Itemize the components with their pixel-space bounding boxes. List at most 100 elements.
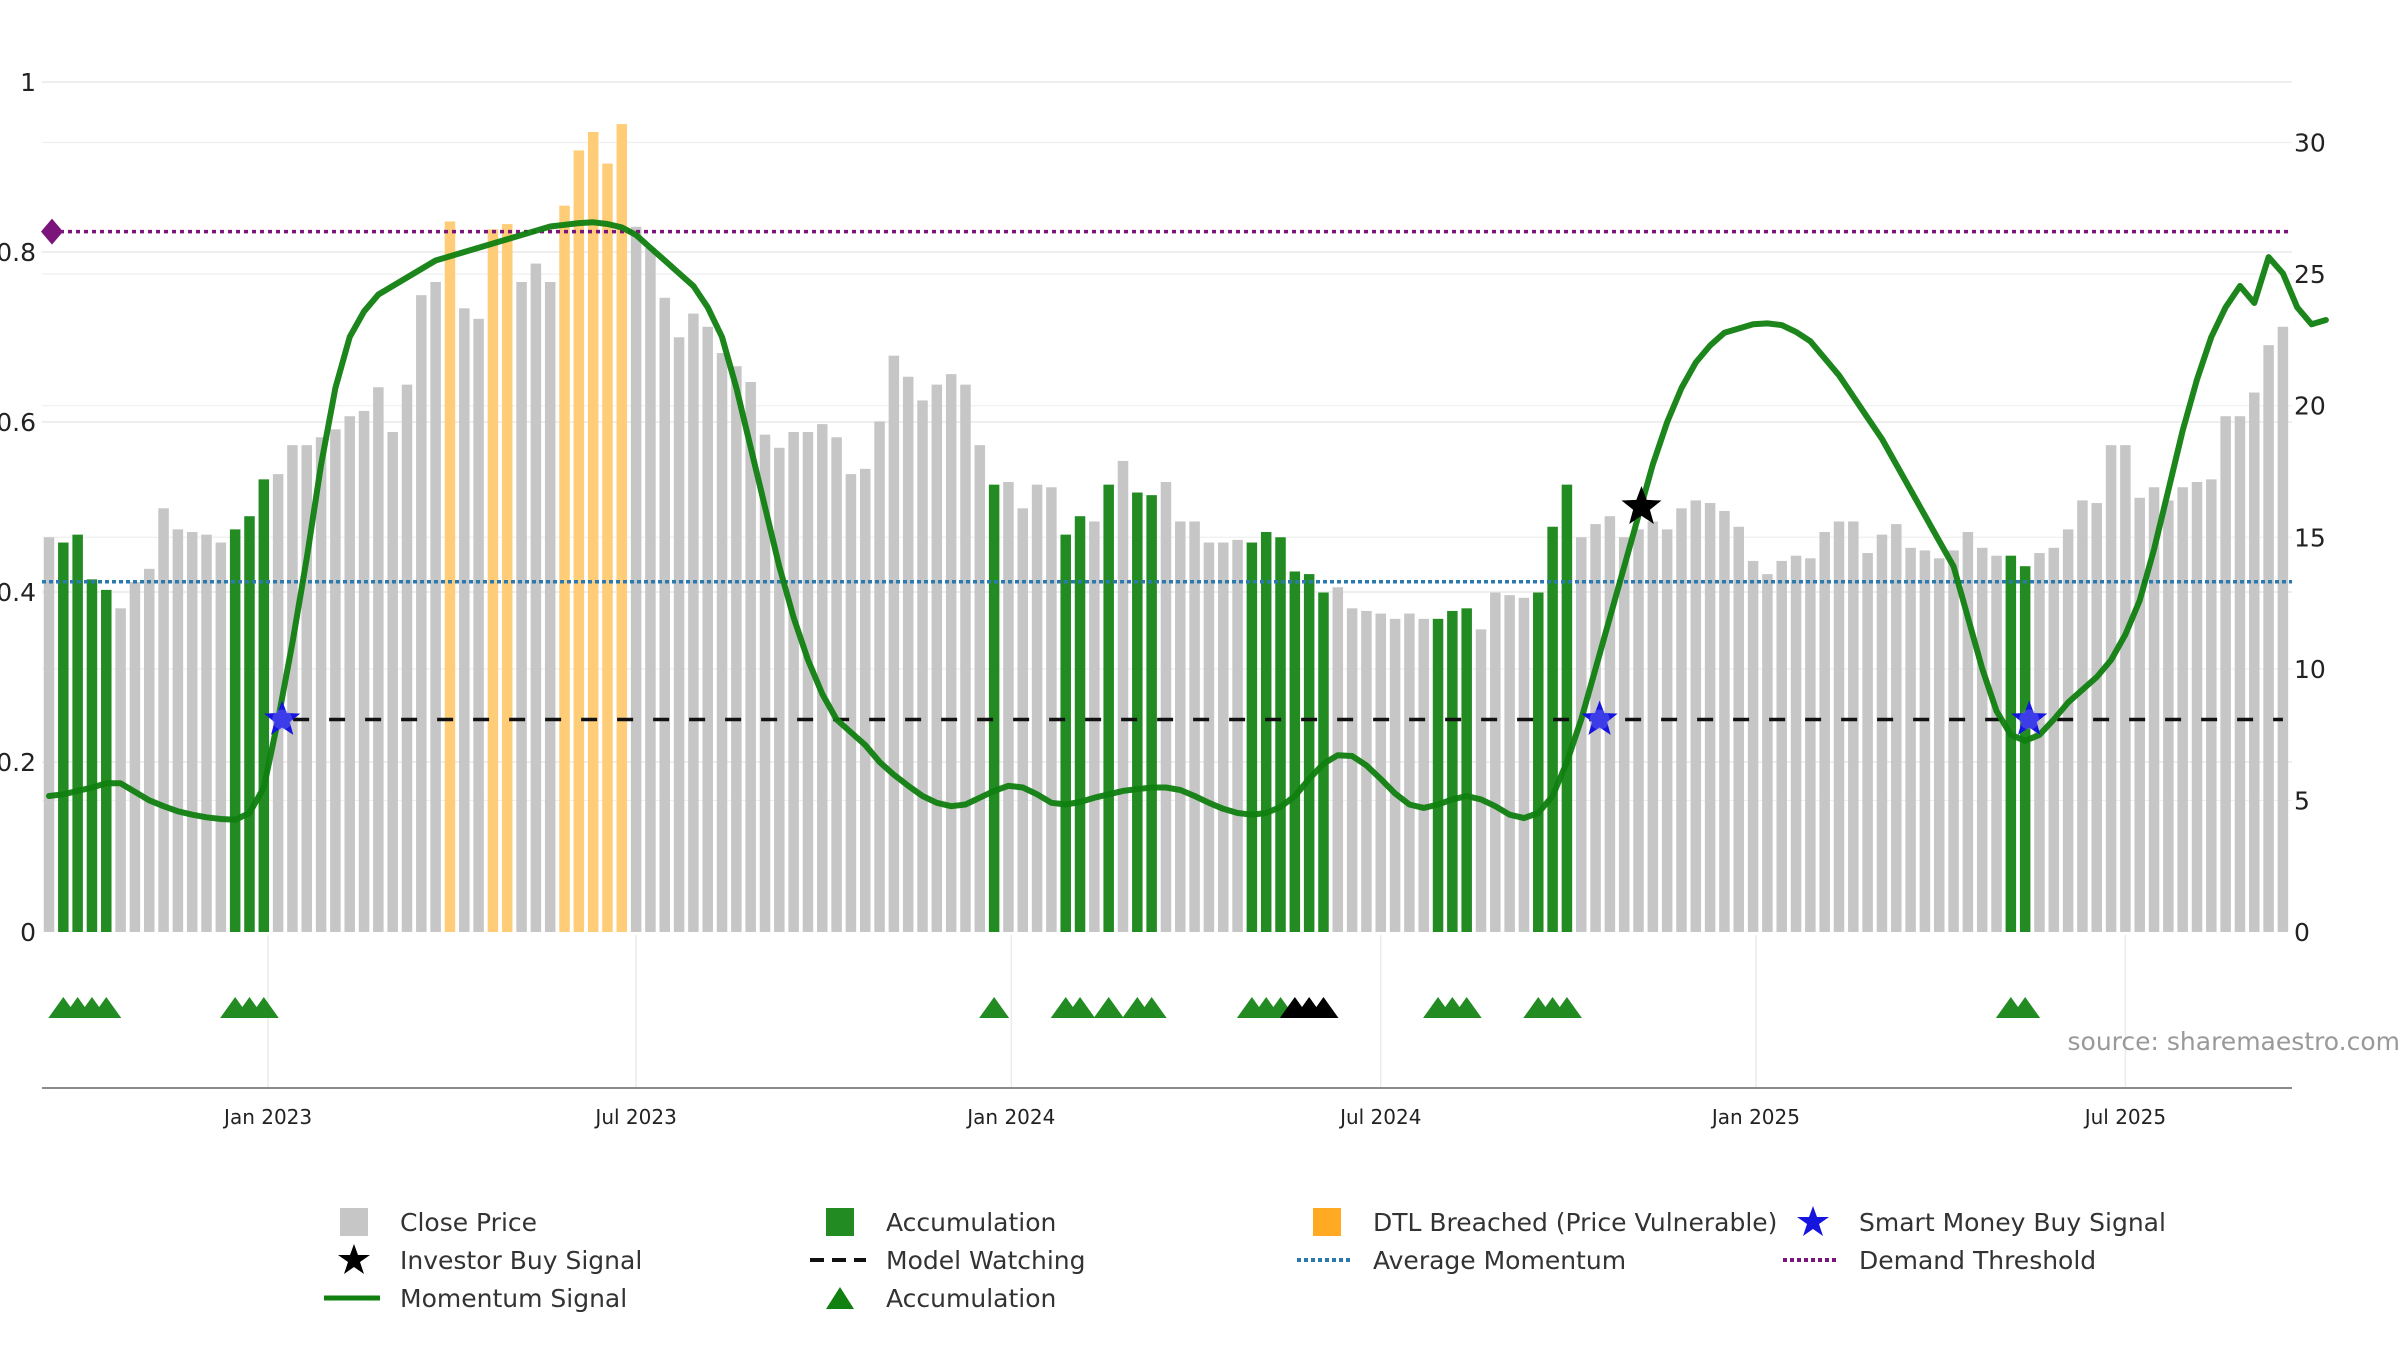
close-price-bar [144, 569, 155, 932]
close-price-bar [2192, 482, 2203, 932]
legend-label: Accumulation [886, 1284, 1056, 1313]
accumulation-bar [2020, 566, 2031, 932]
legend-average-momentum: Average Momentum [1295, 1243, 1626, 1277]
close-price-bar [860, 469, 871, 932]
legend-model-watching: Model Watching [808, 1243, 1086, 1277]
close-price-bar [1977, 548, 1988, 932]
close-price-bar [960, 385, 971, 932]
green-square-icon [808, 1205, 868, 1239]
accumulation-bar [2006, 556, 2017, 932]
close-price-bar [717, 353, 728, 932]
close-price-bar [1232, 540, 1243, 932]
legend-label: DTL Breached (Price Vulnerable) [1373, 1208, 1777, 1237]
accumulation-bar [1146, 495, 1157, 932]
legend-label: Smart Money Buy Signal [1859, 1208, 2166, 1237]
accumulation-bar [244, 516, 255, 932]
dtl-breached-bar [502, 224, 513, 932]
close-price-bar [1404, 614, 1415, 932]
close-price-bar [473, 319, 484, 932]
left-tick-label: 0.2 [0, 748, 36, 777]
blue-dotted-line-icon [1295, 1243, 1355, 1277]
close-price-bar [1862, 553, 1873, 932]
close-price-bar [674, 337, 685, 932]
smart-money-halo [1590, 710, 1610, 730]
legend: Close Price Accumulation DTL Breached (P… [0, 1205, 2400, 1325]
close-price-bar [2106, 445, 2117, 932]
close-price-bar [1476, 629, 1487, 932]
x-tick-label: Jan 2023 [222, 1105, 312, 1129]
accumulation-bar [1132, 493, 1143, 932]
close-price-bar [187, 532, 198, 932]
legend-accumulation-bar: Accumulation [808, 1205, 1056, 1239]
dashed-line-icon [808, 1243, 868, 1277]
smart-money-halo [272, 710, 292, 730]
close-price-bar [1633, 529, 1644, 932]
legend-label: Demand Threshold [1859, 1246, 2096, 1275]
close-price-bar [1161, 482, 1172, 932]
close-price-bar [1046, 487, 1057, 932]
green-triangle-icon [808, 1281, 868, 1315]
close-price-bar [1948, 550, 1959, 932]
legend-label: Investor Buy Signal [400, 1246, 642, 1275]
close-price-bar [545, 282, 556, 932]
dtl-breached-bar [588, 132, 599, 932]
accumulation-bar [1290, 571, 1301, 932]
accumulation-bar [1261, 532, 1272, 932]
accumulation-bar [1562, 485, 1573, 932]
close-price-bar [975, 445, 986, 932]
close-price-bar [1691, 500, 1702, 932]
close-price-bar [2077, 500, 2088, 932]
close-price-bar [645, 248, 656, 932]
close-price-bar [1218, 543, 1229, 932]
close-price-bar [531, 264, 542, 932]
accumulation-bar [230, 529, 241, 932]
legend-label: Accumulation [886, 1208, 1056, 1237]
close-price-bar [1805, 558, 1816, 932]
close-price-bar [1734, 527, 1745, 932]
close-price-bar [831, 437, 842, 932]
dtl-breached-bar [617, 124, 628, 932]
green-line-icon [322, 1281, 382, 1315]
close-price-bar [1418, 619, 1429, 932]
accumulation-bar [1461, 608, 1472, 932]
dtl-breached-bar [602, 164, 613, 932]
close-price-bar [1963, 532, 1974, 932]
right-tick-label: 20 [2294, 392, 2326, 421]
close-price-bar [44, 537, 55, 932]
close-price-bar [803, 432, 814, 932]
close-price-bar [1204, 543, 1215, 932]
close-price-bar [1991, 556, 2002, 932]
close-price-bar [2063, 529, 2074, 932]
left-tick-label: 0 [20, 918, 36, 947]
close-price-bar [2220, 416, 2231, 932]
close-price-bar [216, 543, 227, 932]
close-price-bar [731, 366, 742, 932]
close-price-bar [2206, 479, 2217, 932]
legend-close-price: Close Price [322, 1205, 537, 1239]
legend-demand-threshold: Demand Threshold [1781, 1243, 2096, 1277]
close-price-bar [1719, 511, 1730, 932]
close-price-bar [344, 416, 355, 932]
close-price-bar [201, 535, 212, 932]
demand-threshold-marker [41, 219, 63, 245]
close-price-bar [1032, 485, 1043, 932]
gray-square-icon [322, 1205, 382, 1239]
close-price-bar [1791, 556, 1802, 932]
close-price-bar [774, 448, 785, 932]
bars [44, 124, 2288, 932]
close-price-bar [917, 400, 928, 932]
close-price-bar [688, 314, 699, 932]
close-price-bar [1490, 593, 1501, 932]
right-tick-label: 0 [2294, 918, 2310, 947]
orange-square-icon [1295, 1205, 1355, 1239]
legend-label: Close Price [400, 1208, 537, 1237]
close-price-bar [631, 227, 642, 932]
dtl-breached-bar [574, 150, 585, 932]
close-price-bar [416, 295, 427, 932]
blue-star-icon [1781, 1205, 1841, 1239]
right-tick-label: 10 [2294, 655, 2326, 684]
close-price-bar [903, 377, 914, 932]
close-price-bar [1748, 561, 1759, 932]
x-tick-label: Jul 2023 [593, 1105, 676, 1129]
